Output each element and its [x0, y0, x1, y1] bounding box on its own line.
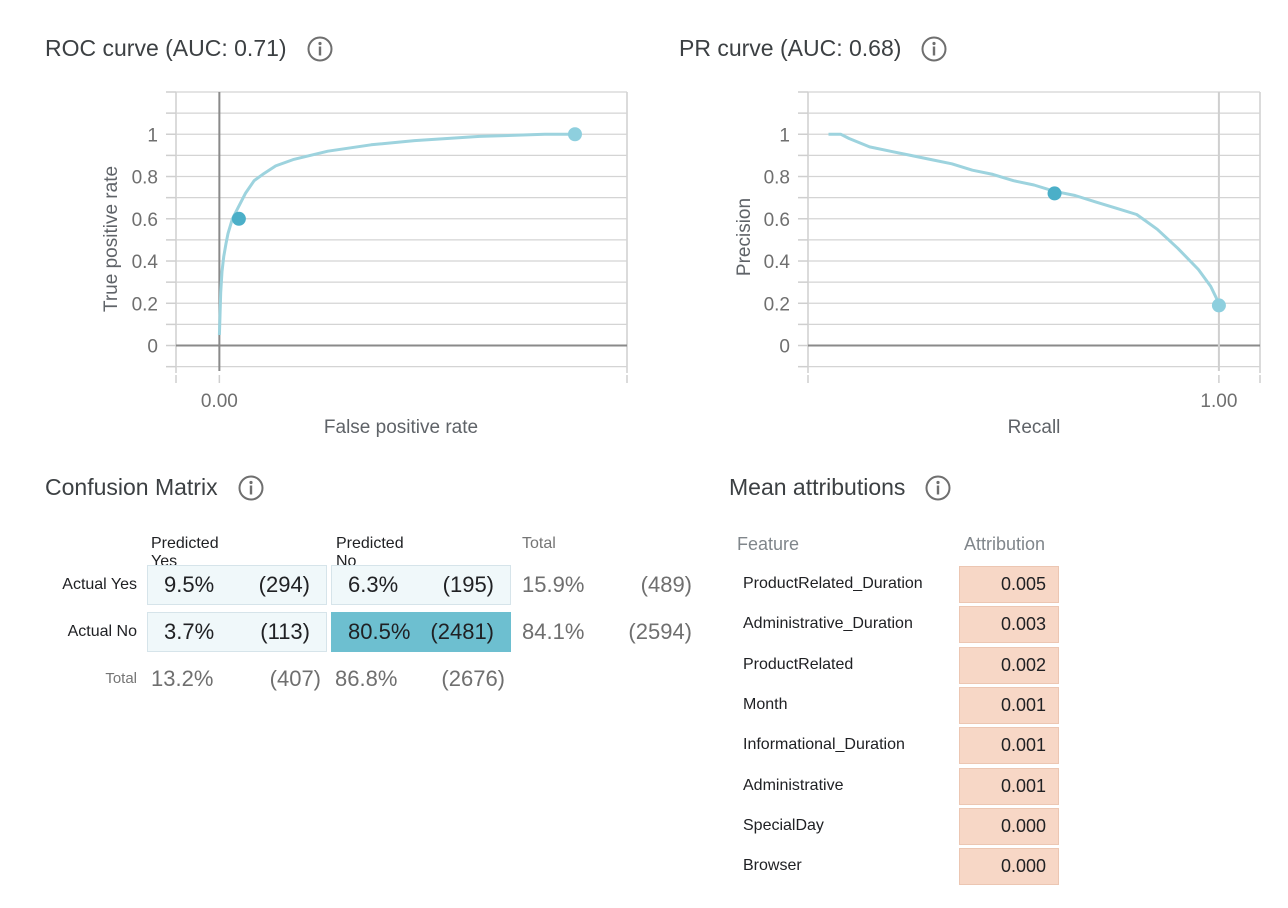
roc-title: ROC curve (AUC: 0.71)	[45, 35, 287, 61]
roc-x-tick-label: 0.00	[201, 391, 238, 412]
roc-marker-1	[231, 211, 246, 226]
attr-value-cell: 0.005	[959, 566, 1059, 603]
confusion-matrix-title: Confusion Matrix	[45, 474, 218, 500]
cm-total-predicted-no: 86.8% (2676)	[331, 659, 511, 699]
attr-feature-name: ProductRelated_Duration	[743, 575, 923, 592]
roc-title-row: ROC curve (AUC: 0.71)	[45, 35, 333, 62]
cm-row-label-actual-no: Actual No	[67, 623, 137, 640]
cm-total-count: (407)	[269, 666, 321, 691]
cm-cell-tn: 80.5% (2481)	[331, 612, 511, 652]
cm-cell-count: (113)	[260, 619, 310, 644]
attr-value-cell: 0.003	[959, 606, 1059, 644]
cm-cell-pct: 6.3%	[348, 572, 399, 597]
cm-total-count: (489)	[640, 572, 692, 597]
cm-row-label-actual-yes: Actual Yes	[62, 576, 137, 593]
roc-y-tick-label: 0.6	[132, 210, 158, 231]
cm-cell-tp: 9.5% (294)	[147, 565, 327, 605]
roc-info-icon[interactable]	[307, 36, 333, 62]
attr-feature-name: Informational_Duration	[743, 736, 905, 754]
cm-total-predicted-yes: 13.2% (407)	[147, 659, 327, 699]
roc-y-ticks: 0 0.2 0.4 0.6 0.8 1	[132, 125, 159, 357]
pr-y-tick-label: 0.8	[764, 168, 790, 189]
confusion-matrix-info-icon[interactable]	[238, 475, 264, 501]
cm-total-pct: 84.1%	[522, 619, 585, 644]
roc-chart: 00.20.40.60.81 0.00 False positive rate …	[101, 91, 628, 438]
roc-x-ticks: 0.00	[201, 391, 238, 412]
cm-row-label-total: Total	[105, 670, 137, 687]
cm-total-actual-yes: 15.9% (489)	[518, 565, 698, 605]
roc-markers	[231, 127, 582, 226]
cm-total-pct: 15.9%	[522, 572, 585, 597]
pr-x-axis-label: Recall	[1008, 417, 1061, 438]
roc-x-axis-label: False positive rate	[324, 417, 478, 438]
attr-header-attribution: Attribution	[964, 534, 1046, 554]
attr-value-cell: 0.001	[959, 727, 1059, 765]
attr-feature-name: ProductRelated	[743, 655, 854, 673]
pr-y-tick-label: 0.6	[764, 210, 790, 231]
roc-y-tick-label: 0.2	[132, 294, 158, 315]
cm-total-actual-no: 84.1% (2594)	[518, 612, 698, 652]
attr-value-cell: 0.002	[959, 646, 1059, 684]
pr-info-icon[interactable]	[921, 36, 947, 62]
mean-attributions-title: Mean attributions	[729, 474, 906, 500]
cm-cell-count: (195)	[442, 572, 494, 597]
roc-curve-line	[217, 132, 575, 336]
attr-header-feature: Feature	[737, 534, 800, 554]
pr-y-tick-label: 0.4	[764, 252, 791, 273]
attr-feature-name: Browser	[743, 857, 802, 875]
cm-total-pct: 13.2%	[151, 666, 214, 691]
pr-y-tick-label: 0	[779, 337, 790, 358]
pr-y-tick-label: 0.2	[764, 294, 790, 315]
roc-y-axis-label: True positive rate	[101, 166, 122, 312]
attr-feature-name: Month	[743, 695, 788, 713]
attr-feature-name: SpecialDay	[743, 816, 824, 834]
pr-y-tick-label: 1	[779, 125, 790, 146]
pr-title: PR curve (AUC: 0.68)	[679, 35, 902, 61]
pr-markers	[1047, 186, 1226, 313]
cm-total-pct: 86.8%	[335, 666, 398, 691]
cm-cell-fn: 6.3% (195)	[331, 565, 511, 605]
pr-x-ticks: 1.00	[1200, 391, 1237, 412]
pr-x-tick-label: 1.00	[1200, 391, 1237, 412]
attr-feature-name: Administrative	[743, 776, 844, 794]
pr-y-ticks: 0 0.2 0.4 0.6 0.8 1	[764, 125, 791, 357]
cm-cell-count: (294)	[258, 572, 310, 597]
roc-y-tick-label: 1	[147, 125, 158, 146]
cm-cell-pct: 9.5%	[164, 572, 215, 597]
attr-value-cell: 0.000	[959, 807, 1059, 845]
attr-feature-name: Administrative_Duration	[743, 615, 913, 633]
pr-marker-1	[1047, 186, 1062, 201]
roc-grid	[166, 91, 628, 383]
cm-cell-pct: 80.5%	[348, 619, 411, 644]
attr-value-cell: 0.000	[959, 848, 1059, 886]
cm-header-total: Total	[522, 535, 556, 552]
roc-marker-2	[567, 127, 582, 142]
attr-value-cell: 0.001	[959, 767, 1059, 805]
pr-y-axis-label: Precision	[734, 198, 755, 276]
pr-grid	[798, 91, 1261, 383]
roc-y-tick-label: 0.4	[132, 252, 159, 273]
pr-curve-line	[828, 132, 1221, 304]
cm-cell-count: (2481)	[430, 619, 494, 644]
cm-cell-fp: 3.7% (113)	[147, 612, 327, 652]
roc-y-tick-label: 0.8	[132, 168, 158, 189]
cm-total-count: (2676)	[441, 666, 505, 691]
cm-total-count: (2594)	[628, 619, 692, 644]
mean-attributions-title-row: Mean attributions	[729, 474, 951, 501]
cm-cell-pct: 3.7%	[164, 619, 215, 644]
roc-y-tick-label: 0	[147, 337, 158, 358]
confusion-matrix-title-row: Confusion Matrix	[45, 474, 264, 501]
pr-chart: 0 0.2 0.4 0.6 0.8 1 1.00 Recall Precision	[734, 91, 1261, 438]
pr-title-row: PR curve (AUC: 0.68)	[679, 35, 947, 62]
pr-marker-2	[1211, 298, 1226, 313]
mean-attributions-info-icon[interactable]	[925, 475, 951, 501]
attr-value-cell: 0.001	[959, 686, 1059, 724]
